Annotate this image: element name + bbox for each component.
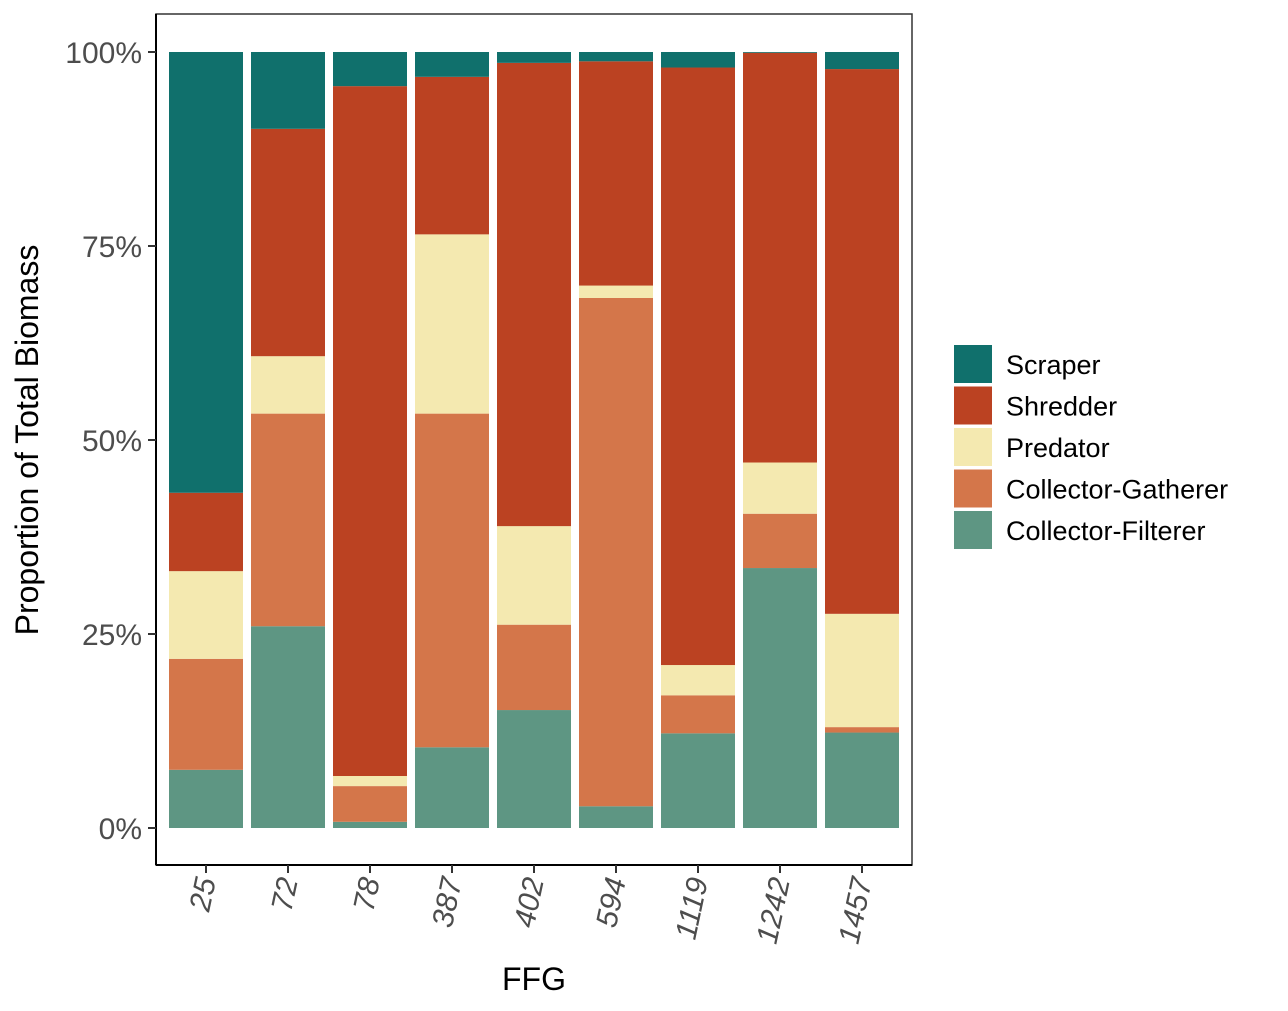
- bar-segment-shredder-402: [497, 62, 571, 527]
- y-ticks-group: 0% 25% 50% 75% 100%: [65, 37, 156, 846]
- bar-segment-collector-gatherer-72: [251, 413, 325, 627]
- bar-segment-collector-gatherer-402: [497, 624, 571, 711]
- bar-segment-scraper-78: [333, 52, 407, 87]
- bar-segment-predator-72: [251, 356, 325, 414]
- bar-segment-predator-402: [497, 526, 571, 625]
- bar-segment-scraper-402: [497, 52, 571, 63]
- bar-segment-shredder-72: [251, 128, 325, 357]
- y-tick-label: 50%: [82, 425, 142, 458]
- bar-segment-shredder-25: [169, 492, 243, 572]
- legend-label-shredder: Shredder: [1006, 392, 1117, 422]
- bar-segment-collector-filterer-1457: [825, 732, 899, 828]
- bar-segment-collector-gatherer-25: [169, 658, 243, 770]
- bar-segment-predator-1119: [661, 665, 735, 696]
- bar-segment-predator-1457: [825, 613, 899, 728]
- bar-segment-shredder-1242: [743, 52, 817, 463]
- y-tick-label: 25%: [82, 619, 142, 652]
- x-tick-label: 72: [266, 874, 305, 914]
- x-tick-label: 387: [426, 873, 469, 930]
- bar-segment-collector-filterer-72: [251, 626, 325, 828]
- x-tick-label: 402: [508, 874, 551, 930]
- legend: Scraper Shredder Predator Collector-Gathere…: [954, 345, 1228, 549]
- bar-segment-shredder-1119: [661, 67, 735, 666]
- bar-segment-collector-gatherer-387: [415, 413, 489, 748]
- x-tick-label: 25: [183, 874, 222, 915]
- legend-label-collector-gatherer: Collector-Gatherer: [1006, 475, 1228, 505]
- bar-segment-predator-387: [415, 234, 489, 414]
- bar-segment-collector-filterer-387: [415, 747, 489, 828]
- bar-segment-shredder-78: [333, 86, 407, 777]
- bar-segment-shredder-387: [415, 76, 489, 235]
- bar-segment-shredder-594: [579, 61, 653, 286]
- y-axis-title: Proportion of Total Biomass: [9, 245, 45, 636]
- bar-segment-scraper-1457: [825, 52, 899, 70]
- y-tick-label: 75%: [82, 231, 142, 264]
- bar-segment-collector-gatherer-1242: [743, 513, 817, 569]
- bar-segment-collector-filterer-1242: [743, 568, 817, 828]
- bar-segment-scraper-25: [169, 52, 243, 493]
- x-tick-label: 78: [348, 874, 387, 914]
- bar-segment-collector-filterer-25: [169, 769, 243, 828]
- legend-swatch-predator: [954, 428, 992, 466]
- legend-label-collector-filterer: Collector-Filterer: [1006, 516, 1206, 546]
- bar-segment-scraper-72: [251, 52, 325, 129]
- legend-swatch-collector-gatherer: [954, 469, 992, 508]
- bar-segment-scraper-1119: [661, 52, 735, 68]
- bar-segment-predator-25: [169, 571, 243, 659]
- bar-segment-predator-1242: [743, 462, 817, 514]
- bars-group: [169, 52, 899, 828]
- bar-segment-collector-gatherer-1119: [661, 695, 735, 734]
- x-tick-label: 594: [590, 875, 633, 931]
- bar-segment-collector-gatherer-594: [579, 297, 653, 807]
- bar-segment-collector-filterer-402: [497, 710, 571, 828]
- bar-segment-collector-filterer-1119: [661, 733, 735, 828]
- legend-swatch-collector-filterer: [954, 511, 992, 549]
- x-ticks-group: 25 72 78 387 402 594 1119 1242 1457: [183, 865, 879, 947]
- bar-segment-scraper-594: [579, 52, 653, 62]
- x-tick-label: 1119: [670, 874, 715, 942]
- y-tick-label: 0%: [99, 813, 142, 846]
- bar-segment-scraper-1242: [743, 52, 817, 53]
- y-tick-label: 100%: [65, 37, 142, 70]
- bar-segment-collector-filterer-594: [579, 806, 653, 828]
- legend-swatch-shredder: [954, 386, 992, 425]
- legend-swatch-scraper: [954, 345, 992, 383]
- bar-segment-collector-gatherer-78: [333, 786, 407, 822]
- bar-segment-collector-gatherer-1457: [825, 727, 899, 733]
- bar-segment-scraper-387: [415, 52, 489, 77]
- bar-segment-collector-filterer-78: [333, 821, 407, 828]
- bar-segment-shredder-1457: [825, 69, 899, 614]
- x-axis-title: FFG: [502, 961, 566, 997]
- bar-segment-predator-78: [333, 776, 407, 787]
- x-tick-label: 1457: [833, 873, 879, 946]
- legend-label-scraper: Scraper: [1006, 350, 1101, 380]
- x-tick-label: 1242: [751, 874, 797, 946]
- bar-segment-predator-594: [579, 285, 653, 298]
- legend-label-predator: Predator: [1006, 433, 1110, 463]
